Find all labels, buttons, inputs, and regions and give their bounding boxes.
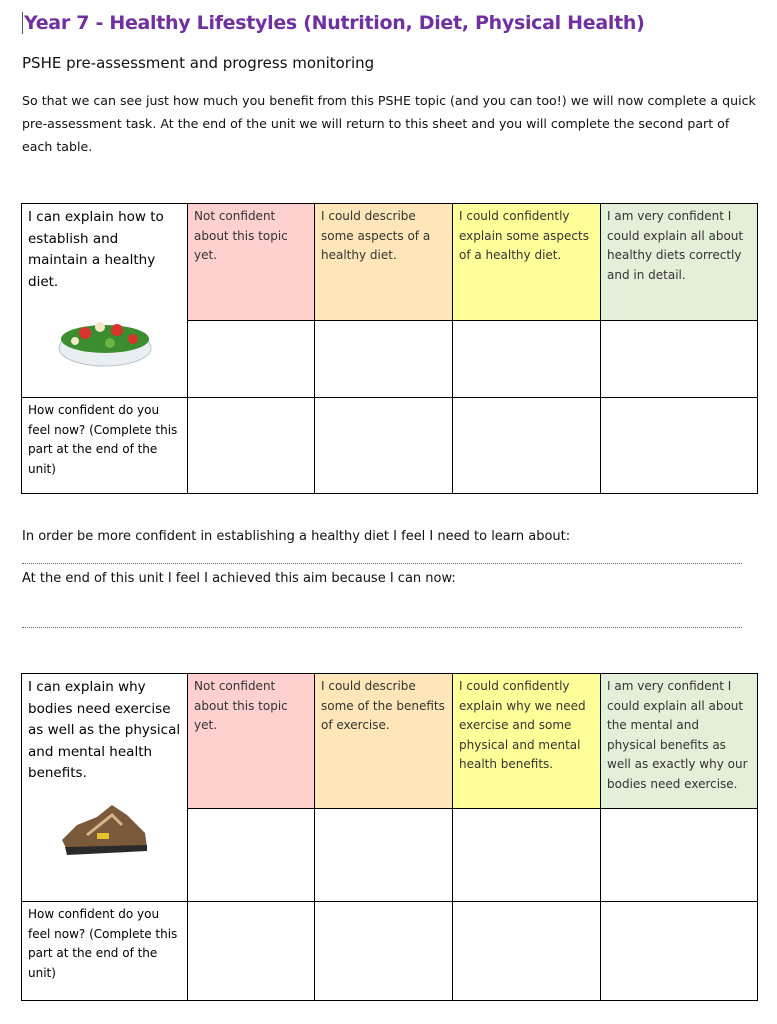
statement-text: I can explain how to establish and maint… bbox=[28, 209, 164, 290]
page-title: Year 7 - Healthy Lifestyles (Nutrition, … bbox=[22, 12, 645, 34]
level-not-confident: Not confident about this topic yet. bbox=[187, 203, 315, 321]
level-confidently: I could confidently explain some aspects… bbox=[452, 203, 601, 321]
level-describe: I could describe some of the benefits of… bbox=[314, 673, 453, 809]
confidence-question: How confident do you feel now? (Complete… bbox=[21, 397, 188, 494]
answer-line[interactable] bbox=[22, 627, 742, 628]
intro-paragraph: So that we can see just how much you ben… bbox=[22, 93, 756, 154]
pre-answer-cell[interactable] bbox=[452, 320, 601, 398]
statement-cell: I can explain how to establish and maint… bbox=[21, 203, 188, 398]
pre-answer-cell[interactable] bbox=[600, 808, 758, 902]
post-answer-cell[interactable] bbox=[187, 901, 315, 1001]
level-describe: I could describe some aspects of a healt… bbox=[314, 203, 453, 321]
level-not-confident: Not confident about this topic yet. bbox=[187, 673, 315, 809]
exercise-assessment-table: I can explain why bodies need exercise a… bbox=[21, 673, 758, 1001]
confidence-question: How confident do you feel now? (Complete… bbox=[21, 901, 188, 1001]
post-answer-cell[interactable] bbox=[187, 397, 315, 494]
post-answer-cell[interactable] bbox=[452, 901, 601, 1001]
statement-text: I can explain why bodies need exercise a… bbox=[28, 679, 181, 781]
pre-answer-cell[interactable] bbox=[452, 808, 601, 902]
pre-answer-cell[interactable] bbox=[314, 808, 453, 902]
learning-prompt: In order be more confident in establishi… bbox=[22, 529, 571, 544]
pre-answer-cell[interactable] bbox=[600, 320, 758, 398]
salad-bowl-icon bbox=[58, 322, 151, 367]
pre-answer-cell[interactable] bbox=[314, 320, 453, 398]
diet-assessment-table: I can explain how to establish and maint… bbox=[21, 203, 758, 494]
answer-line[interactable] bbox=[22, 563, 742, 564]
post-answer-cell[interactable] bbox=[314, 397, 453, 494]
post-answer-cell[interactable] bbox=[314, 901, 453, 1001]
level-very-confident: I am very confident I could explain all … bbox=[600, 673, 758, 809]
trainers-icon bbox=[62, 804, 147, 855]
post-answer-cell[interactable] bbox=[600, 901, 758, 1001]
level-very-confident: I am very confident I could explain all … bbox=[600, 203, 758, 321]
achievement-prompt: At the end of this unit I feel I achieve… bbox=[22, 571, 456, 586]
post-answer-cell[interactable] bbox=[600, 397, 758, 494]
post-answer-cell[interactable] bbox=[452, 397, 601, 494]
statement-cell: I can explain why bodies need exercise a… bbox=[21, 673, 188, 902]
pre-answer-cell[interactable] bbox=[187, 808, 315, 902]
pre-answer-cell[interactable] bbox=[187, 320, 315, 398]
subtitle: PSHE pre-assessment and progress monitor… bbox=[22, 54, 375, 72]
level-confidently: I could confidently explain why we need … bbox=[452, 673, 601, 809]
